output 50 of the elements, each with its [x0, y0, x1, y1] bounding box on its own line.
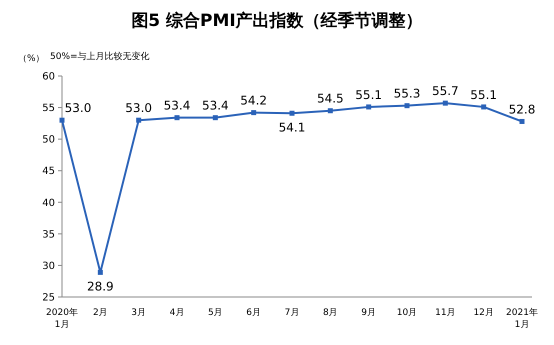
data-label: 54.1	[278, 120, 306, 134]
x-tick-label: 12月	[473, 308, 494, 318]
point	[442, 100, 448, 106]
x-tick-label: 2021年 1月	[506, 307, 538, 330]
x-tick-label: 7月	[284, 308, 300, 318]
data-label: 53.0	[64, 101, 92, 116]
x-tick-label: 2月	[92, 308, 108, 318]
data-label: 52.8	[508, 102, 536, 116]
data-label: 54.2	[240, 94, 268, 108]
x-tick-label: 5月	[208, 308, 223, 318]
point	[136, 118, 142, 123]
point	[174, 115, 180, 120]
point	[60, 118, 64, 123]
data-label: 55.7	[432, 84, 459, 98]
data-label: 55.3	[394, 86, 420, 101]
point	[328, 108, 333, 114]
y-tick-label: 60	[42, 72, 55, 82]
y-tick-label: 55	[42, 103, 55, 114]
data-label: 53.4	[202, 98, 229, 113]
point	[481, 104, 486, 110]
point	[98, 270, 103, 275]
text: 50%=与上月比较无变化	[50, 51, 150, 62]
data-label: 53.4	[164, 98, 190, 113]
point	[212, 115, 218, 120]
data-label: 54.5	[316, 92, 344, 106]
x-tick-label: 8月	[322, 308, 338, 318]
x-tick-label: 11月	[435, 308, 456, 318]
x-tick-label: 2020年 1月	[46, 307, 78, 330]
x-tick-label: 10月	[396, 308, 418, 318]
data-label: 28.9	[86, 279, 114, 294]
y-tick-label: 40	[42, 198, 55, 209]
x-tick-label: 4月	[170, 308, 184, 318]
y-tick-label: 30	[42, 260, 55, 272]
x-tick-label: 9月	[361, 308, 376, 318]
chart-title: 图5 综合PMI产出指数（经季节调整）	[131, 11, 423, 31]
x-tick-label: 6月	[246, 308, 262, 318]
x-tick-label: 3月	[131, 308, 146, 318]
y-axis-title: （%）	[18, 54, 45, 64]
data-label: 55.1	[355, 88, 382, 102]
point	[404, 103, 410, 108]
point	[366, 104, 372, 110]
y-tick-label: 35	[42, 229, 55, 240]
y-tick-label: 45	[42, 166, 55, 178]
point	[251, 110, 256, 116]
point	[290, 110, 294, 116]
y-tick-label: 25	[42, 292, 55, 304]
y-tick-label: 50	[42, 134, 55, 146]
point	[520, 118, 524, 124]
data-label: 53.0	[125, 101, 152, 116]
data-label: 55.1	[470, 88, 498, 102]
